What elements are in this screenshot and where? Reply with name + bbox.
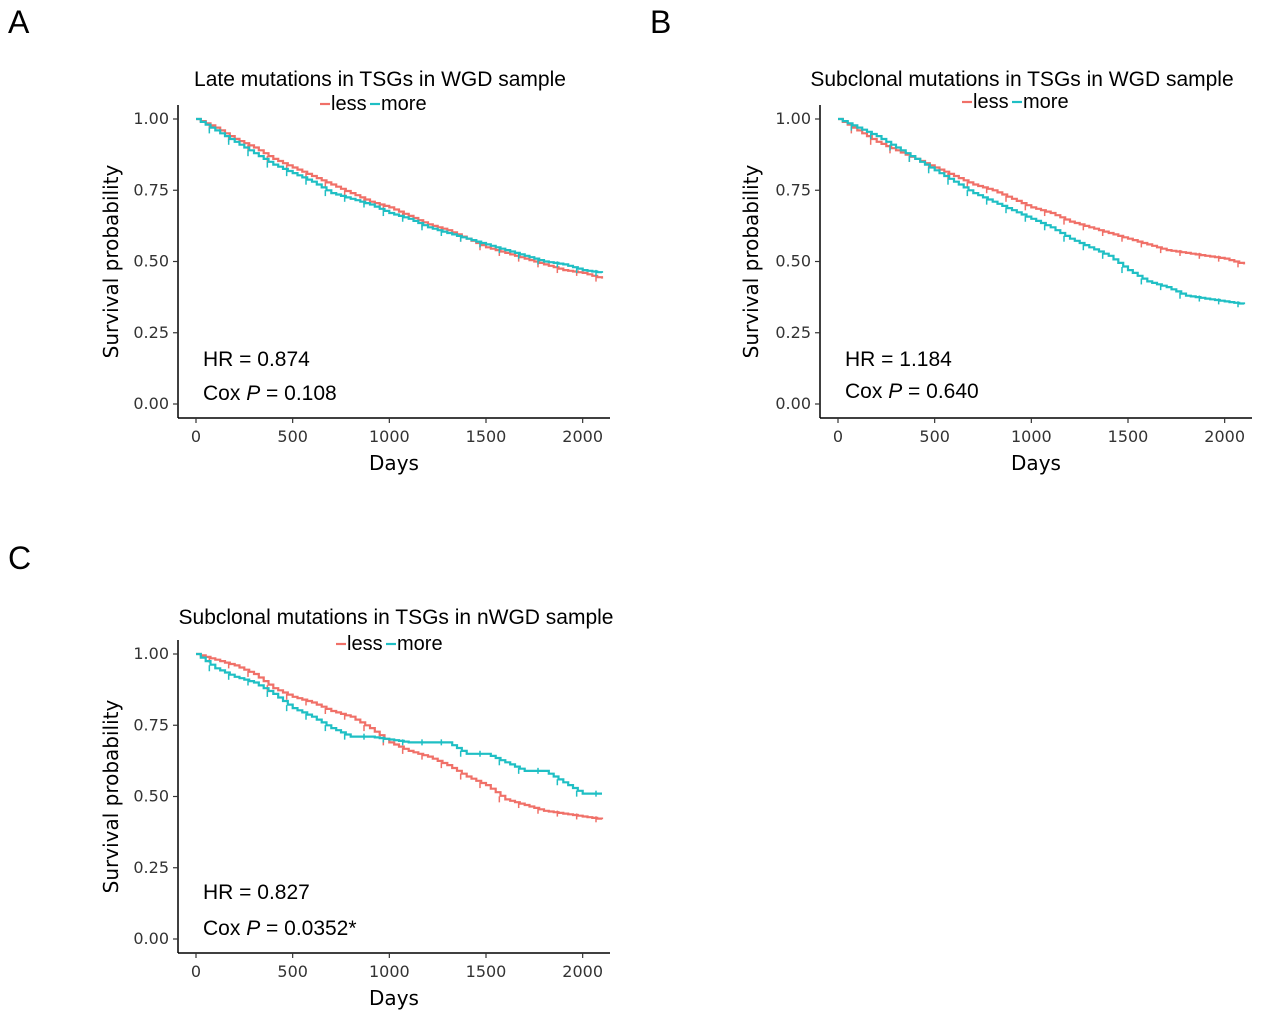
x-tick-label: 2000 (562, 962, 603, 981)
chart-panel-0: Late mutations in TSGs in WGD sampleless… (99, 68, 610, 475)
legend-label-less: less (331, 93, 367, 115)
legend-label-more: more (381, 93, 427, 115)
hr-annotation: HR = 1.184 (845, 348, 952, 371)
cox-p-annotation: Cox P = 0.0352* (203, 917, 357, 940)
legend: less more (962, 91, 1069, 113)
y-tick-label: 0.75 (133, 180, 169, 199)
y-tick-label: 0.00 (133, 929, 169, 948)
chart-title: Subclonal mutations in TSGs in WGD sampl… (810, 68, 1233, 91)
legend-label-more: more (1023, 91, 1069, 113)
panel-letter-a: A (8, 4, 30, 40)
panel-letter-b: B (650, 4, 672, 40)
x-tick-label: 2000 (562, 427, 603, 446)
chart-title: Late mutations in TSGs in WGD sample (194, 68, 566, 91)
y-axis-title: Survival probability (739, 164, 763, 358)
x-tick-label: 0 (191, 427, 201, 446)
x-tick-label: 1500 (466, 427, 507, 446)
x-tick-label: 1000 (369, 962, 410, 981)
y-tick-label: 0.50 (775, 252, 811, 271)
survival-curve-more (838, 117, 1246, 305)
x-tick-label: 0 (833, 427, 843, 446)
chart-panel-1: Subclonal mutations in TSGs in WGD sampl… (739, 68, 1252, 475)
panel-letter-c: C (8, 540, 32, 576)
x-tick-label: 500 (277, 962, 308, 981)
legend-label-less: less (973, 91, 1009, 113)
x-axis-title: Days (369, 451, 419, 475)
chart-title: Subclonal mutations in TSGs in nWGD samp… (179, 606, 614, 629)
x-tick-label: 500 (919, 427, 950, 446)
x-tick-label: 2000 (1204, 427, 1245, 446)
cox-p-annotation: Cox P = 0.108 (203, 382, 337, 405)
survival-curve-less (838, 117, 1246, 265)
y-tick-label: 0.25 (133, 858, 169, 877)
y-tick-label: 0.75 (775, 180, 811, 199)
y-tick-label: 0.25 (775, 323, 811, 342)
x-tick-label: 0 (191, 962, 201, 981)
survival-curve-less (196, 652, 604, 820)
y-tick-label: 1.00 (133, 644, 169, 663)
hr-annotation: HR = 0.827 (203, 881, 310, 904)
y-axis-title: Survival probability (99, 699, 123, 893)
x-tick-label: 500 (277, 427, 308, 446)
x-tick-label: 1500 (1108, 427, 1149, 446)
x-axis-title: Days (1011, 451, 1061, 475)
chart-panel-2: Subclonal mutations in TSGs in nWGD samp… (99, 606, 613, 1010)
y-tick-label: 0.50 (133, 787, 169, 806)
y-tick-label: 1.00 (133, 109, 169, 128)
survival-curve-more (196, 117, 604, 274)
survival-curve-less (196, 117, 604, 279)
y-axis-title: Survival probability (99, 164, 123, 358)
y-tick-label: 0.50 (133, 252, 169, 271)
survival-curve-more (196, 652, 602, 795)
cox-p-annotation: Cox P = 0.640 (845, 380, 979, 403)
x-tick-label: 1500 (466, 962, 507, 981)
x-tick-label: 1000 (369, 427, 410, 446)
hr-annotation: HR = 0.874 (203, 348, 310, 371)
legend-label-less: less (347, 633, 383, 655)
legend: less more (336, 633, 443, 655)
y-tick-label: 0.75 (133, 715, 169, 734)
x-tick-label: 1000 (1011, 427, 1052, 446)
y-tick-label: 1.00 (775, 109, 811, 128)
x-axis-title: Days (369, 986, 419, 1010)
legend: less more (320, 93, 427, 115)
legend-label-more: more (397, 633, 443, 655)
y-tick-label: 0.00 (775, 394, 811, 413)
y-tick-label: 0.00 (133, 394, 169, 413)
y-tick-label: 0.25 (133, 323, 169, 342)
